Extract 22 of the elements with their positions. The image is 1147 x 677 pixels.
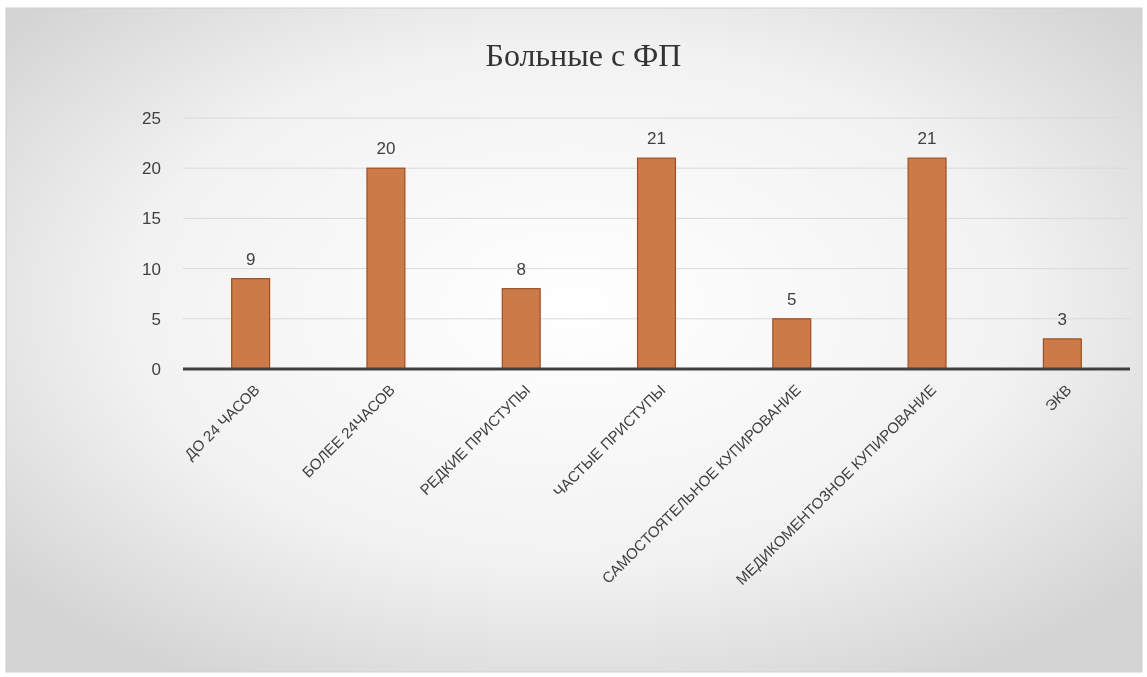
bar <box>366 167 406 370</box>
data-label: 21 <box>647 129 666 149</box>
bar <box>907 157 947 370</box>
data-label: 3 <box>1057 309 1068 329</box>
bar <box>501 288 541 370</box>
bar <box>231 278 271 370</box>
y-tick-label: 0 <box>151 359 161 379</box>
bar <box>636 157 677 370</box>
y-tick-label: 20 <box>142 159 161 179</box>
data-label: 9 <box>245 249 256 269</box>
chart-title: Больные с ФП <box>485 37 682 73</box>
y-tick-label: 5 <box>151 309 161 329</box>
y-tick-label: 15 <box>142 209 161 229</box>
data-label: 21 <box>917 129 937 149</box>
bar <box>1042 338 1082 370</box>
y-tick-label: 25 <box>142 108 161 128</box>
data-label: 5 <box>787 289 797 309</box>
y-tick-label: 10 <box>142 259 161 279</box>
bar <box>772 318 812 370</box>
data-label: 20 <box>376 139 396 159</box>
data-label: 8 <box>516 259 526 279</box>
x-tick-label: ЭКВ <box>1041 381 1075 414</box>
